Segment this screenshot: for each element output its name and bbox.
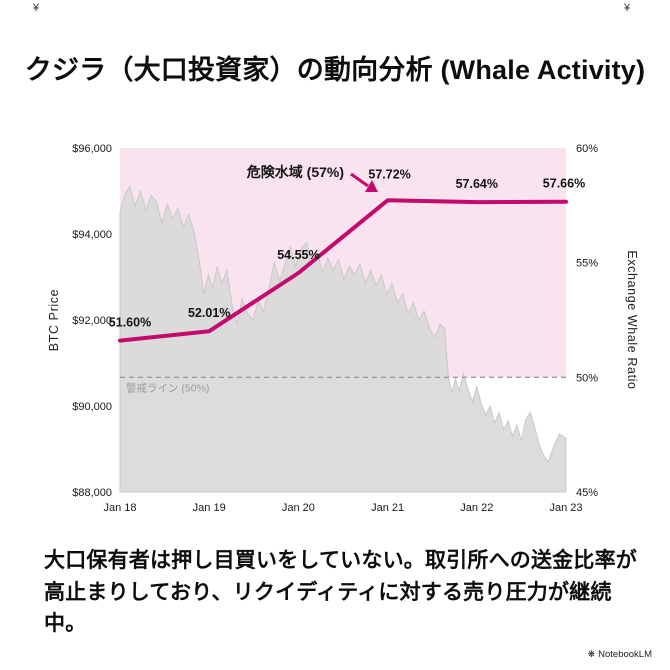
left-axis-tick: $96,000 [72, 143, 112, 155]
whale-ratio-point-label: 54.55% [277, 248, 319, 262]
whale-ratio-point-label: 57.64% [456, 177, 498, 191]
summary-text: 大口保有者は押し目買いをしていない。取引所への送金比率が高止まりしており、リクイ… [44, 549, 637, 635]
page-title: クジラ（大口投資家）の動向分析 (Whale Activity) [24, 55, 646, 85]
right-axis-tick: 50% [576, 372, 598, 384]
danger-zone-label: 危険水域 (57%) [246, 164, 344, 180]
credit-label: NotebookLM [598, 649, 652, 660]
btc-price-area [119, 185, 567, 493]
x-axis-tick: Jan 20 [282, 502, 315, 514]
right-axis-tick: 55% [576, 258, 598, 270]
left-axis-tick: $88,000 [72, 487, 112, 499]
danger-zone-arrowhead [365, 180, 378, 192]
left-axis-tick: $90,000 [72, 401, 112, 413]
x-axis-tick: Jan 21 [371, 502, 404, 514]
credit: ❋ NotebookLM [588, 649, 652, 660]
whale-ratio-point-label: 52.01% [188, 306, 230, 320]
x-axis-tick: Jan 18 [103, 502, 136, 514]
right-axis-tick: 45% [576, 487, 598, 499]
left-axis-tick: $94,000 [72, 229, 112, 241]
left-axis-tick: $92,000 [72, 315, 112, 327]
alert-line-label: 警戒ライン (50%) [126, 381, 209, 394]
x-axis-tick: Jan 23 [549, 502, 582, 514]
left-axis-title: BTC Price [47, 289, 61, 351]
corner-mark-left: ¥ [33, 2, 40, 14]
x-axis-tick: Jan 22 [460, 502, 493, 514]
whale-ratio-point-label: 51.60% [109, 316, 151, 330]
whale-ratio-line [118, 198, 568, 343]
whale-ratio-point-label: 57.72% [368, 167, 410, 181]
x-axis-tick: Jan 19 [193, 502, 226, 514]
whale-ratio-point-label: 57.66% [543, 177, 585, 191]
right-axis-title: Exchange Whale Ratio [625, 250, 639, 389]
corner-mark-right: ¥ [624, 2, 631, 14]
right-axis-tick: 60% [576, 143, 598, 155]
whale-activity-chart: 警戒ライン (50%) 51.60% 52.01% 54.55% 57.72% 57.64… [47, 143, 639, 514]
notebooklm-logo-icon: ❋ [587, 649, 596, 659]
danger-zone-arrow [350, 172, 369, 188]
